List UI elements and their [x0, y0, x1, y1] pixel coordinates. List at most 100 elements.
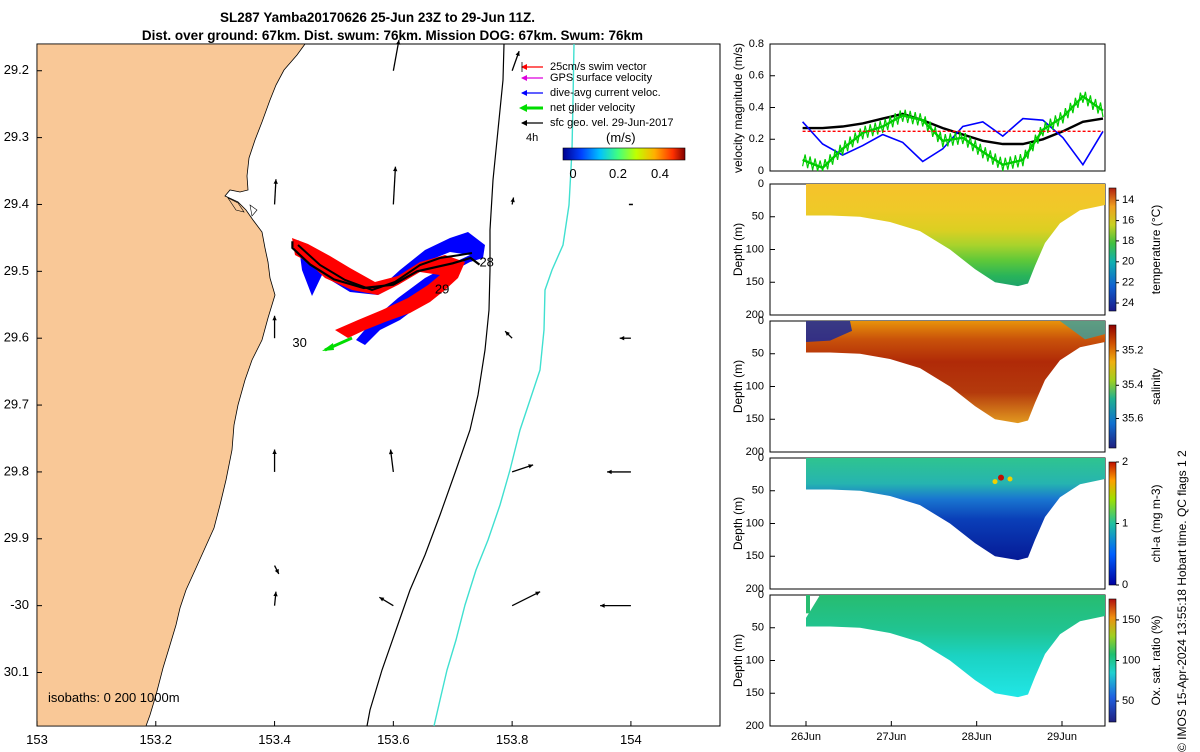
section-colorbar: [1108, 461, 1117, 586]
section-data-field: [806, 595, 1105, 698]
estuary-island: [227, 197, 245, 213]
legend-swim-label: 25cm/s swim vector: [550, 61, 647, 73]
legend-swim-arrowhead: [521, 64, 527, 70]
sfc-vector-head: [272, 449, 277, 455]
section-data-field: [806, 184, 1105, 287]
sfc-vector-head: [535, 591, 541, 596]
sfc-vector-head: [273, 179, 278, 184]
sfc-vector-head: [393, 166, 398, 172]
figure-title-line1: SL287 Yamba20170626 25-Jun 23Z to 29-Jun…: [220, 10, 535, 25]
dive-ribbon: [298, 232, 485, 345]
legend-dive-label: dive-avg current veloc.: [550, 87, 661, 99]
velocity-ytick-label: 0: [758, 165, 764, 177]
sfc-vector-head: [510, 197, 515, 203]
section-colorbar-tick-label: 20: [1122, 256, 1134, 268]
section-ytick-label: 200: [746, 446, 764, 458]
sfc-vector-head: [396, 39, 401, 45]
day-label: 28: [479, 255, 493, 270]
section-ytick-label: 100: [746, 243, 764, 255]
velocity-series-line: [802, 94, 1104, 170]
section-ytick-label: 50: [752, 211, 764, 223]
time-xtick-label: 26Jun: [791, 731, 821, 743]
map-ytick-label: 29.4: [4, 196, 29, 211]
sfc-vector: [511, 591, 541, 607]
legend-sfc-label: sfc geo. vel. 29-Jun-2017: [550, 117, 674, 129]
section-colorbar-tick-label: 100: [1122, 654, 1140, 666]
net-velocity-arrowhead: [322, 343, 334, 351]
map-ytick-label: 29.7: [4, 396, 29, 411]
time-xtick-label: 28Jun: [962, 731, 992, 743]
figure-title-line2: Dist. over ground: 67km. Dist. swum: 76k…: [141, 28, 644, 43]
sfc-vector-head: [600, 603, 605, 608]
section-ytick-label: 150: [746, 687, 764, 699]
sfc-vector-head: [274, 568, 279, 574]
section-colorbar-tick-label: 35.2: [1122, 345, 1143, 357]
map-x-ticks: 153 153.2 153.4 153.6 153.8 154: [26, 721, 642, 747]
section-ytick-label: 50: [752, 485, 764, 497]
section-ytick-label: 0: [758, 315, 764, 327]
time-x-ticks: 26Jun 27Jun 28Jun 29Jun: [791, 721, 1077, 743]
map-xtick-label: 154: [620, 732, 642, 747]
section-ytick-label: 50: [752, 622, 764, 634]
velocity-plot-area: [769, 43, 1106, 172]
imos-watermark: © IMOS 15-Apr-2024 13:55:18 Hobart time.…: [1175, 450, 1189, 752]
land-mass: [36, 43, 306, 727]
section-colorbar-tick-label: 0: [1122, 579, 1128, 591]
sfc-vector-head: [619, 336, 625, 341]
map-colorbar-tick-0: 0: [569, 166, 576, 181]
map-colorbar-tick-1: 0.2: [609, 166, 627, 181]
scale-label-4h: 4h: [526, 132, 538, 144]
map-colorbar-title: (m/s): [606, 130, 636, 145]
section-colorbar-tick-label: 150: [1122, 614, 1140, 626]
sfc-vector: [392, 39, 400, 71]
legend-gps-label: GPS surface velocity: [550, 72, 653, 84]
map-ytick-label: 29.2: [4, 62, 29, 77]
sfc-vector-layer: [272, 39, 633, 608]
isobath-1000m: [433, 43, 575, 727]
chl-high-dot: [992, 479, 998, 485]
velocity-y-ticks: 0 0.2 0.4 0.6 0.8: [749, 38, 775, 177]
section-colorbar-label: chl-a (mg m-3): [1149, 484, 1163, 562]
time-xtick-label: 27Jun: [876, 731, 906, 743]
section-colorbar-tick-label: 2: [1122, 456, 1128, 468]
section-ylabel: Depth (m): [731, 223, 745, 276]
map-xtick-label: 153.4: [258, 732, 291, 747]
map-colorbar-tick-2: 0.4: [651, 166, 669, 181]
glider-track-line: [291, 241, 481, 290]
section-fresh-patch: [806, 321, 852, 342]
section-ytick-label: 200: [746, 309, 764, 321]
velocity-ytick-label: 0.2: [749, 133, 764, 145]
sfc-vector-head: [379, 597, 385, 602]
section-panel-temperature: 0 50 100 150 200 Depth (m) 24 22 20 18 16 14 tempera…: [731, 178, 1163, 321]
legend-net-arrowhead: [519, 104, 527, 112]
section-data-field: [806, 458, 1105, 561]
isobath-200m: [366, 43, 505, 727]
section-ytick-label: 100: [746, 380, 764, 392]
section-colorbar-label: Ox. sat. ratio (%): [1149, 615, 1163, 705]
map-ytick-label: 29.3: [4, 129, 29, 144]
velocity-swim-jitter: [802, 91, 1104, 172]
sfc-vector-head: [273, 591, 278, 597]
section-colorbar-tick-label: 18: [1122, 235, 1134, 247]
map-ytick-label: -30: [10, 597, 29, 612]
chl-high-dot: [1007, 476, 1013, 482]
section-fresh-patch-2: [1060, 321, 1105, 340]
sfc-vector-head: [607, 469, 612, 475]
map-xtick-label: 153.8: [496, 732, 529, 747]
section-colorbar-tick-label: 24: [1122, 297, 1134, 309]
estuary-water: [249, 204, 258, 217]
section-ytick-label: 200: [746, 583, 764, 595]
map-xtick-label: 153.6: [377, 732, 410, 747]
section-ylabel: Depth (m): [731, 360, 745, 413]
chl-max-dot: [998, 474, 1004, 481]
map-ytick-label: 29.8: [4, 463, 29, 478]
map-y-ticks: 29.2 29.3 29.4 29.5 29.6 29.7 29.8 29.9 -30 30.1: [4, 62, 42, 679]
time-xtick-label: 29Jun: [1047, 731, 1077, 743]
section-ytick-label: 0: [758, 452, 764, 464]
sfc-vector-head: [272, 315, 277, 321]
velocity-ytick-label: 0.8: [749, 38, 764, 50]
sfc-vector-head: [515, 51, 520, 57]
legend-net-label: net glider velocity: [550, 102, 635, 114]
day-label: 29: [435, 281, 449, 296]
